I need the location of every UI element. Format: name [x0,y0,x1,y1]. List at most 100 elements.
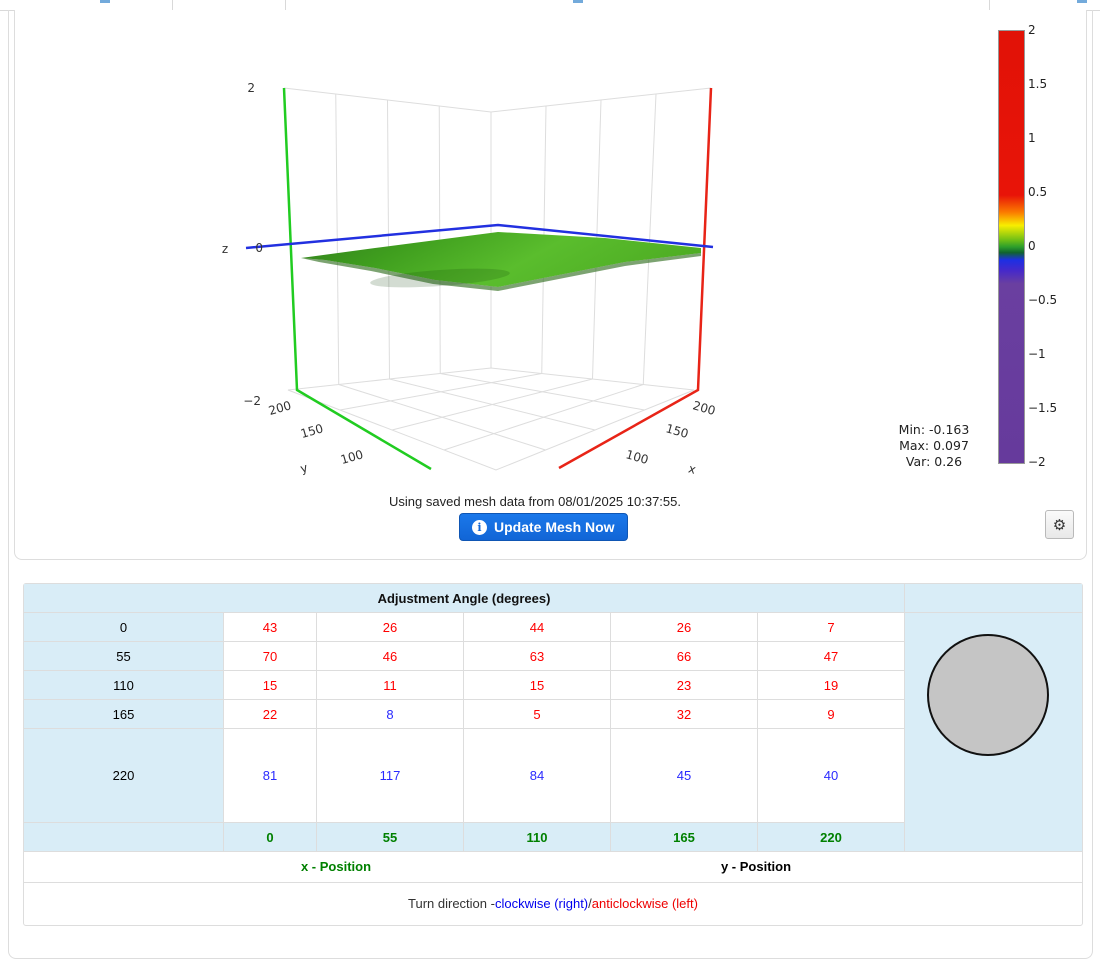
tab-edge[interactable] [989,0,990,11]
tab-edge[interactable] [285,0,286,11]
angle-cell: 22 [224,700,317,729]
angle-cell: 15 [464,671,611,700]
angle-cell: 44 [464,613,611,642]
settings-button[interactable]: ⚙ [1045,510,1074,539]
angle-cell: 81 [224,729,317,823]
tab-label-fragment[interactable] [1077,0,1087,3]
dial-cell [905,613,1082,852]
angle-value: 23 [676,677,692,693]
angle-value: 26 [382,619,398,635]
angle-cell: 45 [611,729,758,823]
angle-value: 66 [676,648,692,664]
angle-value: 15 [529,677,545,693]
angle-value: 81 [262,768,278,783]
row-label-cell: 55 [24,642,224,671]
angle-value: 63 [529,648,545,664]
angle-value: 32 [676,706,692,722]
mesh-surface [301,232,701,291]
tab-content-panel [8,10,1093,959]
row-label-cell: 220 [24,729,224,823]
x-tick-100: 100 [624,447,650,467]
angle-cell: 46 [317,642,464,671]
angle-value: 44 [529,619,545,635]
stat-max: Max: 0.097 [899,438,969,453]
z-tick-0: 0 [255,241,263,255]
angle-value: 84 [529,768,545,783]
mesh-stats: Min: -0.163 Max: 0.097 Var: 0.26 [859,422,1009,470]
angle-cell: 47 [758,642,905,671]
angle-cell: 15 [224,671,317,700]
angle-value: 47 [823,648,839,664]
z-axis-label: z [222,242,228,256]
turn-anticlockwise-label: anticlockwise (left) [591,895,698,911]
mesh-plot-panel: 2 0 −2 z 200 150 100 y 200 150 100 x 2 1… [14,10,1087,560]
gear-icon: ⚙ [1052,516,1067,534]
angle-value: 43 [262,619,278,635]
colorbar-tick: 1.5 [1028,77,1048,91]
mesh-status-text: Using saved mesh data from 08/01/2025 10… [389,494,681,509]
y-tick-150: 150 [299,421,325,441]
col-label-cell: 110 [464,823,611,852]
adjustment-angle-panel: Adjustment Angle (degrees) 0 43 26 44 26… [23,583,1083,926]
stat-var: Var: 0.26 [905,454,963,469]
angle-cell: 26 [317,613,464,642]
turn-direction-prefix: Turn direction - [408,895,495,911]
x-tick-150: 150 [664,421,690,441]
angle-cell: 84 [464,729,611,823]
update-mesh-button[interactable]: i Update Mesh Now [459,513,628,541]
info-icon: i [472,519,487,535]
col-label-cell: 220 [758,823,905,852]
col-label-corner-cell [24,823,224,852]
angle-value: 19 [823,677,839,693]
tab-label-fragment[interactable] [100,0,110,3]
angle-cell: 5 [464,700,611,729]
angle-value: 7 [827,619,835,635]
angle-value: 117 [379,768,401,783]
y-axis-label: y [299,460,310,475]
angle-value: 22 [262,706,278,722]
colorbar-tick: −1 [1028,347,1046,361]
angle-cell: 32 [611,700,758,729]
y-tick-100: 100 [339,447,365,467]
angle-cell: 70 [224,642,317,671]
colorbar [998,30,1025,464]
col-label-cell: 55 [317,823,464,852]
angle-cell: 9 [758,700,905,729]
angle-value: 11 [383,677,397,693]
turn-direction-separator: / [588,895,592,911]
angle-cell: 11 [317,671,464,700]
stat-min: Min: -0.163 [898,422,970,437]
angle-value: 45 [676,768,692,783]
colorbar-tick: −2 [1028,455,1046,469]
row-label-cell: 110 [24,671,224,700]
turn-direction-legend: Turn direction - clockwise (right) / ant… [24,882,1082,924]
angle-cell: 26 [611,613,758,642]
zero-plane-line [245,223,714,250]
dial-circle [927,634,1049,756]
angle-value: 46 [382,648,398,664]
tab-label-fragment[interactable] [573,0,583,3]
x-axis-label: x [687,461,698,476]
row-label-cell: 165 [24,700,224,729]
row-label-cell: 0 [24,613,224,642]
colorbar-tick: 0 [1028,239,1036,253]
turn-clockwise-label: clockwise (right) [494,895,589,911]
x-position-label: x - Position [300,859,372,874]
x-axis-line [558,87,713,470]
angle-cell: 23 [611,671,758,700]
z-tick-neg2: −2 [243,394,261,408]
tab-edge[interactable] [172,0,173,11]
angle-cell: 8 [317,700,464,729]
surface-3d-plot: 2 0 −2 z 200 150 100 y 200 150 100 x [222,81,717,477]
adjustment-angle-table: Adjustment Angle (degrees) 0 43 26 44 26… [24,584,1082,852]
axis-name-row: x - Position y - Position [24,852,1082,883]
y-axis-line [282,87,432,471]
angle-value: 15 [262,677,278,693]
colorbar-tick: 2 [1028,23,1036,37]
x-tick-200: 200 [691,398,717,418]
angle-cell: 43 [224,613,317,642]
angle-cell: 63 [464,642,611,671]
angle-value: 40 [823,768,839,783]
col-label-cell: 165 [611,823,758,852]
angle-value: 9 [827,706,835,722]
